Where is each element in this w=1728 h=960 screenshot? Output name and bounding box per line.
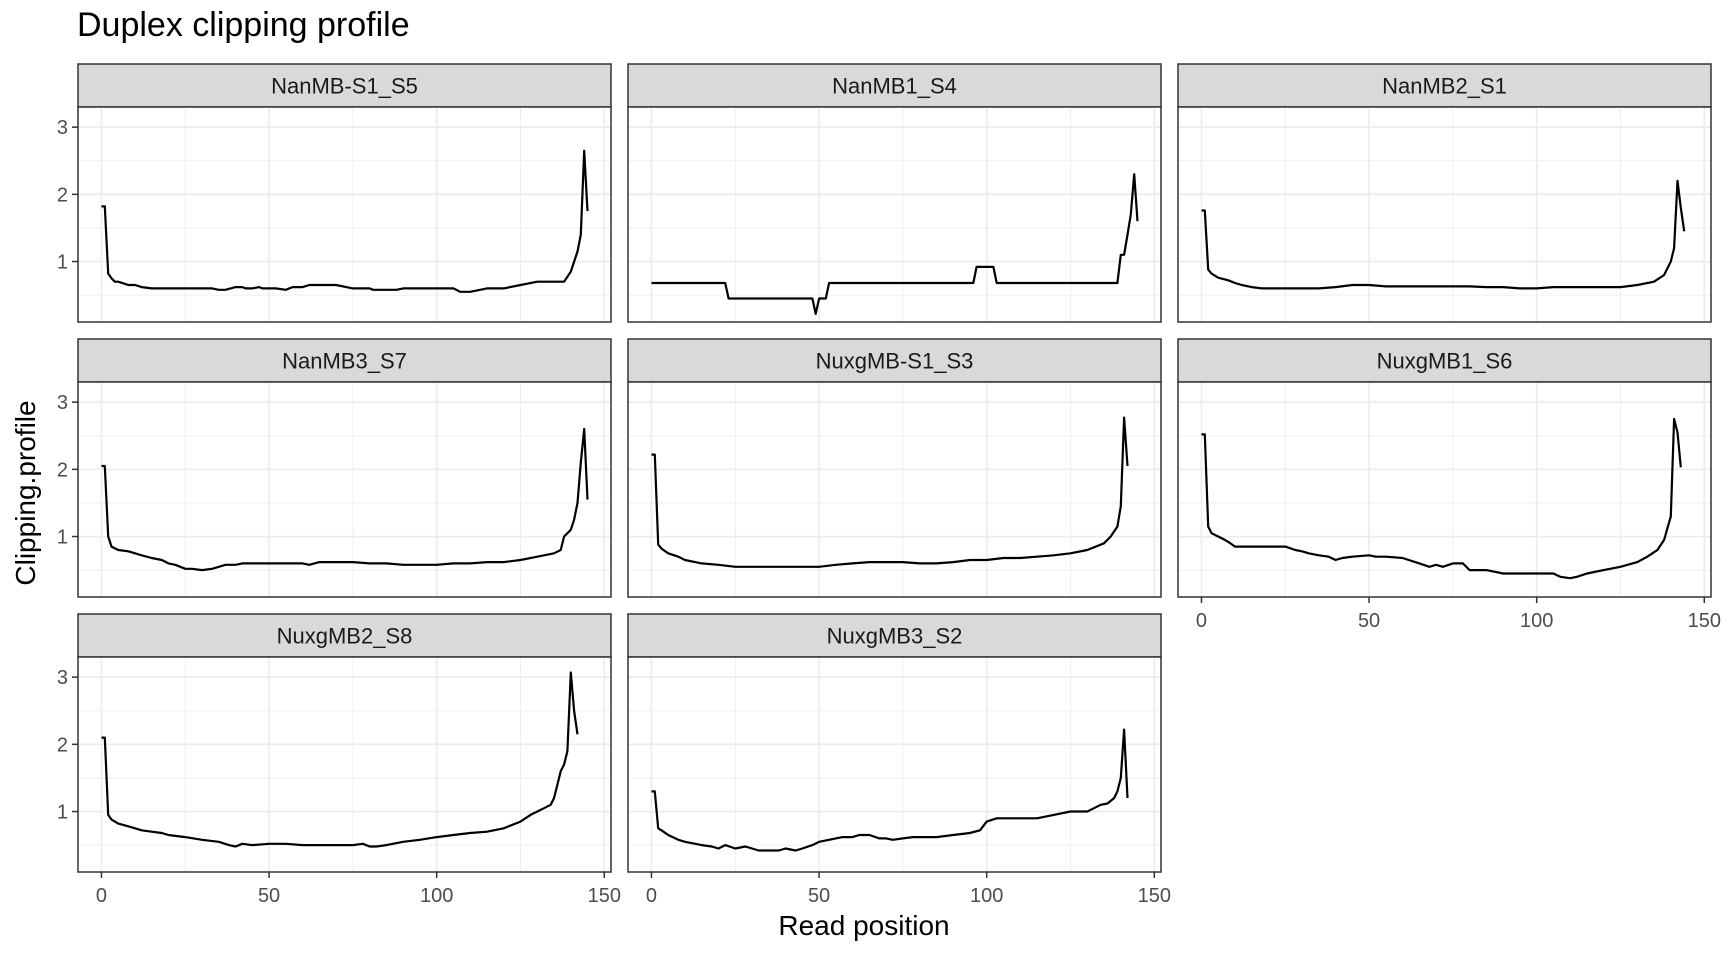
y-tick-label: 2 bbox=[57, 734, 68, 756]
facet-border bbox=[1177, 106, 1712, 323]
x-tick-label: 0 bbox=[646, 885, 657, 907]
facet-strip-label: NuxgMB2_S8 bbox=[277, 624, 413, 649]
y-tick-label: 3 bbox=[57, 667, 68, 689]
y-tick-label: 2 bbox=[57, 184, 68, 206]
facet-panel bbox=[78, 382, 611, 597]
y-tick-label: 3 bbox=[57, 117, 68, 139]
y-axis-label: Clipping.profile bbox=[10, 400, 41, 586]
x-tick-label: 100 bbox=[420, 885, 453, 907]
facet-panel bbox=[628, 107, 1161, 322]
facet-strip-label: NanMB3_S7 bbox=[282, 349, 407, 374]
x-axis-label: Read position bbox=[778, 910, 950, 941]
x-tick-label: 50 bbox=[1358, 610, 1380, 632]
facet-strip-label: NanMB2_S1 bbox=[1382, 74, 1507, 99]
x-tick-label: 0 bbox=[1196, 610, 1207, 632]
facet-border bbox=[627, 656, 1162, 873]
x-tick-label: 150 bbox=[588, 885, 621, 907]
x-tick-label: 100 bbox=[970, 885, 1003, 907]
x-tick-label: 100 bbox=[1520, 610, 1553, 632]
y-tick-label: 3 bbox=[57, 392, 68, 414]
y-tick-label: 1 bbox=[57, 252, 68, 274]
series-line bbox=[651, 416, 1129, 568]
facet-border bbox=[77, 656, 612, 873]
x-tick-label: 150 bbox=[1688, 610, 1721, 632]
series-line bbox=[101, 427, 589, 572]
facet-strip bbox=[1177, 63, 1712, 108]
series-line bbox=[101, 671, 579, 848]
series-line bbox=[101, 149, 589, 293]
facet-strip-label: NuxgMB3_S2 bbox=[827, 624, 963, 649]
facet-panel bbox=[1178, 382, 1711, 597]
x-tick-label: 150 bbox=[1138, 885, 1171, 907]
facet-strip-label: NanMB-S1_S5 bbox=[271, 74, 418, 99]
facet-strip bbox=[77, 613, 612, 658]
x-tick-label: 50 bbox=[808, 885, 830, 907]
facet-panel bbox=[1178, 107, 1711, 322]
y-tick-label: 1 bbox=[57, 802, 68, 824]
facet-border bbox=[627, 106, 1162, 323]
series-line bbox=[651, 173, 1139, 315]
facet-strip-label: NanMB1_S4 bbox=[832, 74, 957, 99]
facet-panel bbox=[78, 657, 611, 872]
facet-strip bbox=[77, 63, 612, 108]
series-line bbox=[1201, 417, 1682, 580]
facet-strip bbox=[77, 338, 612, 383]
series-line bbox=[1201, 179, 1686, 290]
x-tick-label: 50 bbox=[258, 885, 280, 907]
facet-border bbox=[77, 106, 612, 323]
x-tick-label: 0 bbox=[96, 885, 107, 907]
facet-strip-label: NuxgMB-S1_S3 bbox=[816, 349, 974, 374]
facet-border bbox=[627, 381, 1162, 598]
facet-panel bbox=[78, 107, 611, 322]
series-line bbox=[651, 728, 1129, 852]
facet-border bbox=[1177, 381, 1712, 598]
facet-strip bbox=[627, 613, 1162, 658]
facet-strip bbox=[627, 63, 1162, 108]
facet-border bbox=[77, 381, 612, 598]
y-tick-label: 2 bbox=[57, 459, 68, 481]
facet-strip-label: NuxgMB1_S6 bbox=[1377, 349, 1513, 374]
facet-strip bbox=[1177, 338, 1712, 383]
chart-title: Duplex clipping profile bbox=[77, 6, 410, 44]
y-tick-label: 1 bbox=[57, 527, 68, 549]
facet-panel bbox=[628, 657, 1161, 872]
